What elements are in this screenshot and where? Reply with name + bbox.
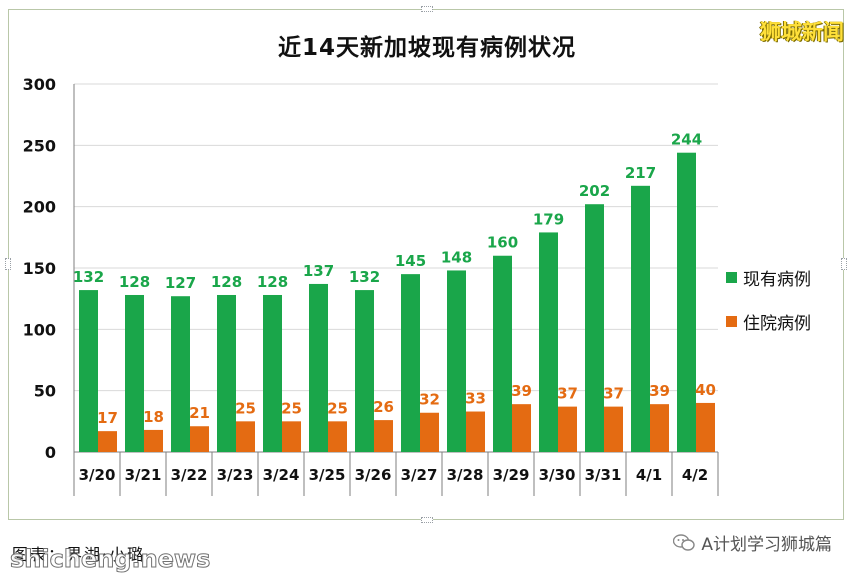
bar-current	[263, 294, 282, 452]
data-label-hospital: 37	[603, 385, 624, 403]
legend-item-hospital: 住院病例	[726, 309, 811, 334]
frame-handle-bottom[interactable]	[421, 517, 433, 523]
frame-handle-top[interactable]	[421, 6, 433, 12]
bar-hospital	[420, 412, 439, 452]
bar-hospital	[512, 404, 531, 452]
legend-label-current: 现有病例	[743, 269, 811, 290]
data-label-hospital: 37	[557, 385, 578, 403]
data-label-current: 128	[211, 273, 242, 291]
data-label-current: 128	[119, 273, 150, 291]
data-label-hospital: 39	[649, 382, 670, 400]
data-label-current: 137	[303, 262, 334, 280]
bar-current	[677, 152, 696, 452]
bar-hospital	[328, 421, 347, 452]
bar-current	[125, 294, 144, 452]
data-label-current: 132	[349, 268, 380, 286]
bar-current	[217, 294, 236, 452]
bar-hospital	[466, 411, 485, 452]
x-tick-label: 3/22	[171, 466, 208, 484]
chart-title: 近14天新加坡现有病例状况	[277, 35, 576, 61]
y-tick-label: 0	[45, 443, 56, 462]
x-tick-label: 4/2	[682, 466, 708, 484]
bar-hospital	[374, 420, 393, 452]
x-tick-label: 3/28	[447, 466, 484, 484]
chart-caption: 图表：界湖·小璐	[12, 545, 146, 564]
legend-swatch-current	[726, 271, 737, 283]
x-tick-label: 3/27	[401, 466, 438, 484]
data-label-hospital: 39	[511, 382, 532, 400]
data-label-current: 132	[73, 268, 104, 286]
bar-current	[401, 274, 420, 452]
data-label-current: 148	[441, 248, 472, 266]
data-label-hospital: 40	[695, 381, 716, 399]
bar-current	[447, 270, 466, 452]
y-tick-label: 50	[34, 382, 56, 401]
wechat-account[interactable]: A计划学习狮城篇	[673, 530, 832, 555]
x-tick-label: 3/20	[79, 466, 116, 484]
legend-item-current: 现有病例	[726, 265, 811, 290]
watermark-top: 狮城新闻	[760, 20, 844, 44]
legend-swatch-hospital	[726, 315, 737, 327]
wechat-label: A计划学习狮城篇	[701, 535, 832, 555]
bar-current	[79, 290, 98, 452]
y-tick-label: 150	[23, 259, 56, 278]
bar-hospital	[190, 426, 209, 452]
bar-hospital	[696, 402, 715, 452]
data-label-hospital: 18	[143, 408, 164, 426]
data-label-current: 160	[487, 234, 518, 252]
data-label-hospital: 33	[465, 390, 486, 408]
frame-handle-right[interactable]	[841, 258, 847, 270]
bar-current	[585, 204, 604, 452]
data-label-current: 127	[165, 274, 196, 292]
bar-current	[309, 283, 328, 452]
data-label-current: 179	[533, 210, 564, 228]
x-tick-label: 3/23	[217, 466, 254, 484]
bar-current	[493, 255, 512, 452]
x-tick-label: 3/30	[539, 466, 576, 484]
data-label-current: 217	[625, 164, 656, 182]
bar-hospital	[236, 421, 255, 452]
x-tick-label: 4/1	[636, 466, 662, 484]
data-label-hospital: 17	[97, 409, 118, 427]
data-label-hospital: 25	[281, 399, 302, 417]
y-tick-label: 200	[23, 198, 56, 217]
y-tick-label: 250	[23, 136, 56, 155]
bar-hospital	[98, 431, 117, 452]
y-tick-label: 100	[23, 320, 56, 339]
data-label-current: 128	[257, 273, 288, 291]
site-watermark: shicheng.news	[9, 545, 211, 574]
data-label-hospital: 25	[327, 399, 348, 417]
data-label-hospital: 21	[189, 404, 210, 422]
y-tick-label: 300	[23, 75, 56, 94]
bar-hospital	[650, 404, 669, 452]
bar-hospital	[558, 406, 577, 452]
x-tick-label: 3/21	[125, 466, 162, 484]
legend: 现有病例 住院病例	[726, 265, 811, 353]
x-tick-label: 3/25	[309, 466, 346, 484]
x-tick-label: 3/24	[263, 466, 300, 484]
data-label-current: 145	[395, 252, 426, 270]
legend-label-hospital: 住院病例	[743, 313, 811, 334]
bar-current	[539, 232, 558, 452]
bar-hospital	[144, 429, 163, 452]
bar-current	[631, 185, 650, 452]
frame-handle-left[interactable]	[5, 258, 11, 270]
bar-current	[355, 290, 374, 452]
x-tick-label: 3/26	[355, 466, 392, 484]
data-label-current: 244	[671, 131, 702, 149]
data-label-hospital: 32	[419, 391, 440, 409]
wechat-icon	[673, 533, 696, 552]
data-label-current: 202	[579, 182, 610, 200]
x-tick-label: 3/29	[493, 466, 530, 484]
data-label-hospital: 25	[235, 399, 256, 417]
bar-hospital	[604, 406, 623, 452]
x-tick-label: 3/31	[585, 466, 622, 484]
data-label-hospital: 26	[373, 398, 394, 416]
bar-current	[171, 296, 190, 452]
bar-hospital	[282, 421, 301, 452]
